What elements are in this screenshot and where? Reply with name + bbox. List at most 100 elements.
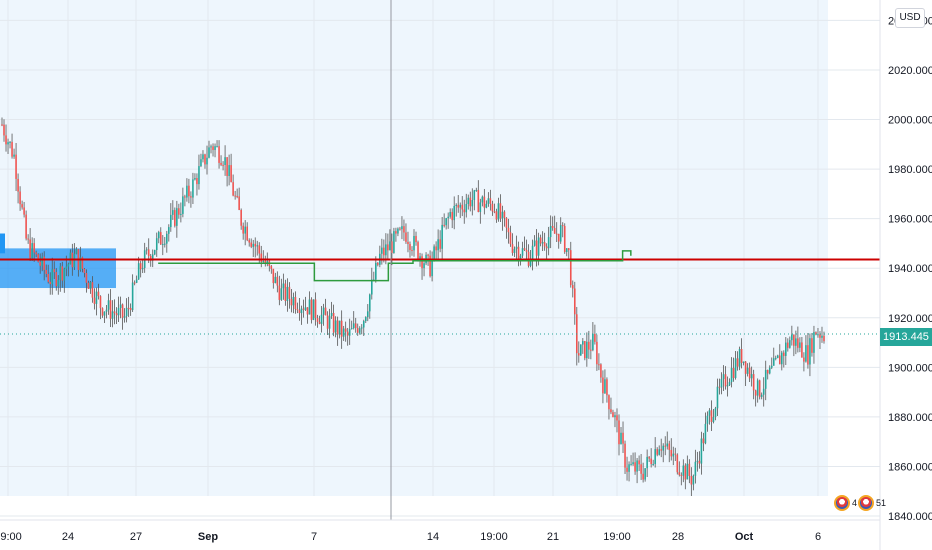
time-tick-label: 19:00 [0, 531, 22, 543]
price-tick-label: 2020.000 [888, 65, 932, 77]
candle-body [27, 238, 29, 240]
time-axis[interactable]: 19:00 24 27 Sep 7 14 19:00 21 19:00 28 Oct 6 [0, 531, 821, 543]
candle-body [485, 203, 488, 208]
candle-body [439, 239, 441, 249]
candle-body [549, 225, 552, 238]
candle-body [218, 146, 220, 163]
candle-body [15, 154, 17, 179]
candle-body [69, 252, 72, 265]
price-tick-label: 1920.000 [888, 313, 932, 325]
candle-body [397, 228, 399, 234]
candle-body [200, 159, 202, 167]
candle-body [563, 226, 566, 252]
candle-body [370, 279, 373, 295]
candle-body [29, 239, 31, 259]
candle-body [360, 327, 363, 329]
candle-body [533, 240, 536, 246]
candle-body [646, 456, 648, 469]
candle-body [159, 232, 162, 245]
candle-body [332, 312, 335, 333]
demand-zone-edge[interactable] [0, 233, 5, 254]
candle-body [302, 308, 305, 310]
candle-body [117, 307, 120, 316]
candle-body [435, 246, 437, 251]
candle-body [770, 365, 773, 368]
candle-body [290, 298, 293, 306]
candle-body [451, 211, 453, 221]
candle-body [352, 323, 355, 329]
candle-body [441, 224, 443, 249]
candle-body [728, 382, 731, 386]
candle-body [744, 361, 747, 374]
candle-body [101, 308, 104, 316]
candle-body [210, 146, 212, 148]
candle-body [793, 334, 795, 346]
candle-body [107, 300, 110, 310]
candle-body [155, 238, 158, 251]
candle-body [624, 443, 626, 468]
candle-body [85, 272, 88, 283]
candle-body [342, 328, 345, 337]
candle-body [340, 320, 343, 337]
candle-body [537, 237, 540, 256]
candle-body [334, 320, 337, 333]
candle-body [310, 299, 313, 320]
candle-body [785, 342, 787, 356]
candle-body [823, 335, 825, 342]
candle-body [503, 211, 506, 218]
candle-body [9, 141, 11, 143]
candle-body [119, 304, 122, 308]
candle-body [161, 244, 164, 246]
candle-body [216, 146, 218, 148]
price-tick-label: 1860.000 [888, 461, 932, 473]
candle-body [592, 333, 594, 351]
candle-body [491, 203, 494, 212]
candle-body [768, 367, 771, 374]
last-price-label: 1913.445 [880, 328, 932, 346]
price-tick-label: 1960.000 [888, 214, 932, 226]
candle-body [228, 165, 230, 176]
price-axis[interactable]: 1840.000 1860.000 1880.000 1900.000 1920.000… [888, 15, 932, 523]
candle-body [43, 256, 46, 270]
candle-body [594, 333, 596, 342]
candle-body [276, 276, 279, 286]
candle-body [147, 249, 150, 256]
candle-body [541, 242, 544, 244]
candle-body [17, 178, 19, 192]
candle-body [254, 243, 257, 247]
economic-event-badge[interactable]: 51 [858, 490, 886, 516]
candle-body [421, 256, 423, 269]
candle-body [33, 243, 35, 253]
candle-body [465, 204, 468, 213]
candle-body [620, 432, 622, 445]
time-tick-label: 28 [672, 531, 684, 543]
time-tick-label: 21 [547, 531, 559, 543]
candle-body [475, 189, 478, 191]
candle-body [288, 286, 291, 299]
candle-body [131, 282, 134, 311]
candle-body [274, 276, 277, 284]
candle-body [774, 357, 777, 359]
candle-body [278, 285, 281, 300]
candle-body [45, 269, 48, 274]
candle-body [139, 263, 142, 270]
candle-body [196, 178, 198, 185]
candle-body [5, 135, 7, 145]
candle-body [756, 380, 759, 396]
candle-body [588, 341, 590, 350]
candle-body [493, 211, 496, 213]
candle-body [668, 443, 671, 450]
candle-body [817, 334, 819, 336]
candle-body [714, 408, 717, 417]
currency-button[interactable]: USD [895, 8, 925, 28]
candle-body [87, 282, 90, 289]
candle-body [453, 205, 456, 221]
candle-body [141, 267, 144, 270]
candle-body [21, 204, 23, 208]
candle-body [449, 211, 451, 217]
candle-body [596, 341, 598, 365]
candle-body [561, 225, 564, 227]
candle-body [13, 154, 15, 157]
candle-body [819, 334, 821, 338]
